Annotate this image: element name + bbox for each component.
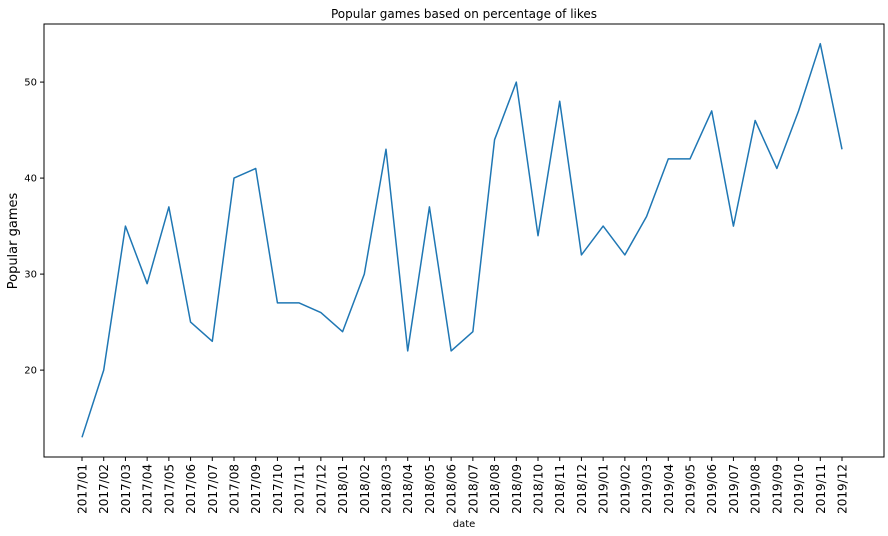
x-tick-label: 2018/08 — [488, 464, 502, 514]
y-tick-label: 40 — [24, 174, 37, 185]
x-tick-label: 2018/01 — [336, 464, 350, 514]
x-tick-label: 2017/02 — [97, 464, 111, 514]
x-tick-label: 2018/06 — [445, 464, 459, 514]
x-tick-label: 2017/07 — [206, 464, 220, 514]
x-tick-label: 2018/02 — [358, 464, 372, 514]
y-axis: 20 30 40 50 — [24, 78, 44, 377]
x-tick-label: 2017/08 — [228, 464, 242, 514]
plot-area — [43, 23, 885, 458]
x-tick-label: 2019/01 — [597, 464, 611, 514]
x-tick-label: 2019/04 — [662, 464, 676, 514]
x-axis-label: date — [453, 519, 476, 530]
series-line — [81, 42, 843, 438]
x-tick-label: 2019/08 — [749, 464, 763, 514]
x-tick-label: 2017/03 — [119, 464, 133, 514]
x-tick-label: 2018/09 — [510, 464, 524, 514]
x-axis: 2017/01 2017/02 2017/03 2017/04 2017/05 2017/… — [76, 457, 850, 514]
y-tick-label: 30 — [24, 270, 37, 281]
y-tick-label: 20 — [24, 366, 37, 377]
x-tick-label: 2018/05 — [423, 464, 437, 514]
x-tick-label: 2018/04 — [401, 464, 415, 514]
y-axis-label: Popular games — [6, 193, 21, 290]
x-tick-label: 2017/12 — [314, 464, 328, 514]
chart-title: Popular games based on percentage of lik… — [331, 7, 597, 21]
x-tick-label: 2017/10 — [271, 464, 285, 514]
x-tick-label: 2018/12 — [575, 464, 589, 514]
y-tick-label: 50 — [24, 78, 37, 89]
x-tick-label: 2018/11 — [553, 464, 567, 514]
x-tick-label: 2019/12 — [836, 464, 850, 514]
x-tick-label: 2019/07 — [727, 464, 741, 514]
x-tick-label: 2017/09 — [249, 464, 263, 514]
x-tick-label: 2017/04 — [141, 464, 155, 514]
x-tick-label: 2017/05 — [162, 464, 176, 514]
x-tick-label: 2019/10 — [792, 464, 806, 514]
x-tick-label: 2018/10 — [532, 464, 546, 514]
x-tick-label: 2018/03 — [380, 464, 394, 514]
x-tick-label: 2017/01 — [76, 464, 90, 514]
x-tick-label: 2019/09 — [770, 464, 784, 514]
x-tick-label: 2017/06 — [184, 464, 198, 514]
x-tick-label: 2019/02 — [618, 464, 632, 514]
x-tick-label: 2019/11 — [814, 464, 828, 514]
x-tick-label: 2017/11 — [293, 464, 307, 514]
x-tick-label: 2019/03 — [640, 464, 654, 514]
x-tick-label: 2019/05 — [684, 464, 698, 514]
x-tick-label: 2019/06 — [705, 464, 719, 514]
x-tick-label: 2018/07 — [466, 464, 480, 514]
